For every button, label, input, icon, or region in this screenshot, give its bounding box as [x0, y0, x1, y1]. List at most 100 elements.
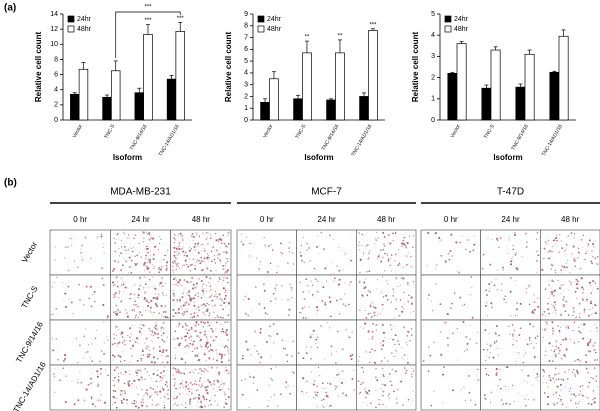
- cell: [175, 370, 178, 372]
- cell: [574, 265, 576, 267]
- cell: [364, 388, 366, 390]
- cell: [194, 249, 196, 251]
- micrograph: [49, 229, 111, 276]
- cell: [149, 306, 152, 309]
- cell: [317, 366, 320, 369]
- bar: [260, 101, 270, 121]
- cell: [156, 296, 159, 299]
- cell: [199, 344, 201, 346]
- cell: [165, 244, 167, 245]
- cell: [125, 339, 127, 341]
- cell: [160, 334, 163, 337]
- cell: [145, 347, 148, 350]
- cell: [130, 272, 133, 274]
- cell: [407, 361, 409, 364]
- cell: [489, 263, 492, 266]
- cell: [485, 289, 487, 291]
- cell: [111, 343, 114, 346]
- cell: [325, 391, 328, 394]
- cell: [514, 401, 515, 403]
- cell: [406, 232, 408, 234]
- cell: [586, 298, 588, 301]
- cell: [113, 337, 116, 340]
- cell: [559, 349, 561, 352]
- cell: [399, 299, 402, 301]
- micrograph: [540, 274, 600, 321]
- cell: [477, 368, 479, 371]
- cell: [466, 348, 469, 351]
- micrograph: [420, 364, 481, 411]
- cell: [165, 264, 168, 267]
- cell: [245, 293, 247, 295]
- cell: [146, 267, 149, 270]
- cell: [291, 252, 294, 254]
- cell: [577, 330, 581, 333]
- cell: [395, 300, 397, 302]
- cell: [182, 250, 185, 253]
- cell: [516, 315, 518, 316]
- cell: [181, 248, 183, 250]
- micrograph: [296, 364, 357, 411]
- cell: [580, 324, 582, 325]
- cell: [592, 398, 595, 401]
- legend-label: 48hr: [454, 26, 469, 33]
- cell: [166, 261, 169, 264]
- cell: [196, 261, 198, 263]
- cell: [144, 378, 146, 381]
- cell: [117, 354, 120, 357]
- cell: [363, 281, 366, 284]
- cell: [226, 246, 228, 248]
- cell: [85, 328, 87, 330]
- y-tick-label: 2: [54, 102, 58, 109]
- cell: [115, 406, 118, 409]
- cell: [207, 242, 209, 245]
- cell: [64, 305, 68, 308]
- cell: [190, 264, 192, 266]
- cell: [522, 355, 524, 357]
- cell: [552, 393, 555, 396]
- cell: [269, 335, 272, 338]
- cell: [139, 369, 141, 372]
- cell: [497, 239, 499, 241]
- cell: [198, 397, 201, 400]
- cell: [596, 262, 599, 266]
- y-tick-label: 12: [50, 26, 58, 33]
- cell: [498, 334, 500, 337]
- cell: [578, 326, 580, 329]
- cell: [85, 388, 88, 391]
- bar: [368, 30, 378, 121]
- cell: [165, 294, 168, 296]
- cell: [120, 371, 122, 374]
- cell: [427, 370, 430, 372]
- cell: [394, 334, 397, 337]
- cell: [94, 405, 97, 408]
- cell: [195, 282, 198, 285]
- cell: [163, 404, 165, 407]
- cell: [316, 290, 319, 293]
- cell: [226, 260, 229, 263]
- cell: [508, 239, 511, 241]
- cell: [306, 249, 308, 251]
- cell: [365, 397, 367, 399]
- cell: [117, 260, 120, 263]
- cell: [359, 309, 361, 311]
- cell: [310, 280, 313, 282]
- cell: [537, 305, 540, 308]
- cell: [133, 379, 136, 383]
- cell: [368, 270, 371, 273]
- cell: [207, 346, 209, 348]
- cell: [583, 258, 585, 261]
- cell: [199, 377, 201, 379]
- micrograph-frame: [236, 229, 297, 276]
- cell: [403, 236, 406, 239]
- cell: [498, 246, 500, 248]
- micrograph: [236, 364, 297, 411]
- cell: [389, 397, 390, 399]
- cell: [194, 340, 196, 343]
- cell: [557, 279, 559, 282]
- cell: [592, 389, 595, 392]
- cell: [553, 357, 555, 359]
- cell: [559, 400, 561, 403]
- cell: [382, 403, 384, 406]
- cell: [258, 267, 261, 270]
